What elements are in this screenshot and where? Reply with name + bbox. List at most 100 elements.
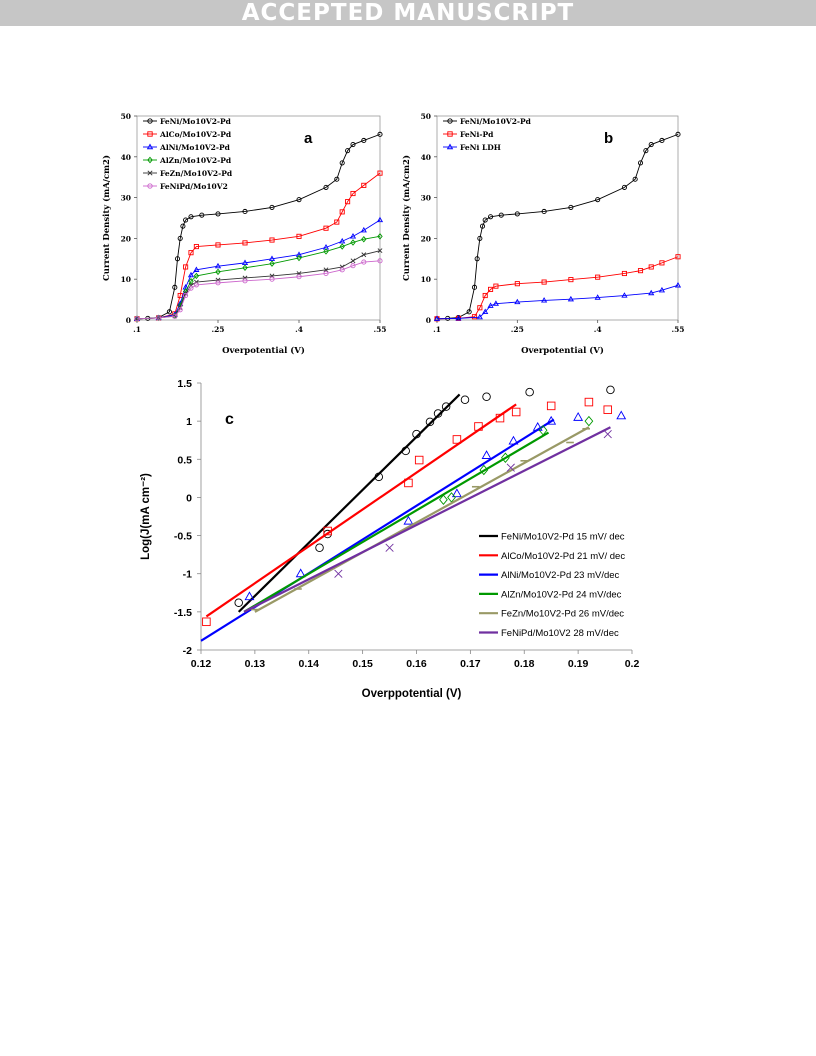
point-a-1-12 (334, 219, 340, 225)
point-c-0-1 (315, 543, 324, 553)
point-b-1-7 (514, 281, 520, 287)
point-a-0-4 (172, 284, 178, 290)
point-a-5-8 (242, 278, 248, 284)
point-a-1-6 (193, 244, 199, 250)
point-c-2-1 (295, 568, 306, 578)
point-b-2-5 (492, 300, 499, 306)
point-b-0-19 (648, 142, 654, 148)
point-a-0-21 (377, 131, 383, 137)
point-b-2-1 (455, 315, 462, 321)
y-tick-label-a-5: 50 (121, 112, 131, 121)
point-a-5-0 (134, 316, 140, 322)
series-line-a-2 (136, 219, 381, 320)
point-a-0-14 (296, 197, 302, 203)
point-c-0-11 (525, 387, 534, 397)
legend-label-c-4: FeZn/Mo10V2-Pd 26 mV/dec (501, 609, 624, 620)
point-b-1-6 (493, 283, 499, 289)
legend-marker-b-2 (446, 143, 454, 150)
point-a-5-4 (183, 292, 189, 299)
x-axis-title-c: Overppotential (V) (362, 688, 462, 700)
point-b-1-4 (482, 292, 488, 299)
legend-marker-a-1 (147, 131, 153, 137)
point-a-4-13 (350, 258, 356, 264)
point-b-0-4 (471, 284, 478, 290)
point-b-1-14 (659, 260, 665, 266)
x-tick-label-b-1: .25 (511, 325, 524, 334)
series-line-a-5 (136, 260, 381, 320)
point-a-0-3 (166, 309, 172, 315)
series-line-a-4 (136, 250, 381, 320)
point-a-5-12 (339, 267, 345, 273)
legend-label-c-1: AlCo/Mo10V2-Pd 21 mV/ dec (501, 551, 625, 562)
point-a-5-1 (156, 315, 162, 321)
point-b-2-10 (621, 292, 628, 298)
point-a-5-6 (193, 282, 199, 288)
x-tick-label-c-2: 0.14 (299, 658, 320, 670)
point-c-2-0 (244, 591, 255, 601)
point-a-3-12 (339, 243, 345, 250)
point-b-1-11 (621, 270, 627, 277)
y-tick-label-c-5: 0.5 (177, 454, 192, 466)
point-c-2-4 (481, 450, 492, 459)
point-b-2-8 (567, 295, 574, 302)
x-tick-label-c-1: 0.13 (245, 658, 266, 670)
fit-line-c-4 (254, 426, 590, 613)
x-axis-title-a: Overpotential (V) (222, 345, 305, 356)
point-a-1-16 (361, 182, 367, 188)
legend-entry-c-1: AlCo/Mo10V2-Pd 21 mV/ dec (479, 551, 625, 562)
point-a-1-13 (339, 209, 345, 215)
point-a-0-9 (188, 214, 194, 220)
point-b-0-18 (643, 148, 649, 154)
point-c-1-3 (414, 455, 424, 465)
point-a-0-5 (174, 256, 181, 262)
point-c-2-3 (451, 488, 462, 498)
x-tick-label-c-7: 0.19 (568, 658, 589, 670)
point-c-0-0 (234, 598, 243, 607)
series-c-5 (243, 426, 612, 613)
point-b-1-2 (471, 314, 478, 320)
point-b-1-10 (595, 274, 601, 280)
y-tick-label-c-4: 0 (186, 492, 192, 504)
point-b-0-7 (479, 223, 486, 229)
point-c-2-8 (573, 412, 584, 421)
legend-label-a-4: FeZn/Mo10V2-Pd (160, 169, 233, 178)
legend-marker-a-5 (147, 183, 153, 189)
legend-entry-c-0: FeNi/Mo10V2-Pd 15 mV/ dec (479, 532, 625, 543)
legend-entry-c-3: AlZn/Mo10V2-Pd 24 mV/dec (479, 589, 622, 600)
point-a-0-13 (269, 204, 275, 210)
point-c-1-4 (452, 435, 462, 444)
series-line-a-0 (136, 133, 381, 320)
y-axis-title-c: Log(J(mA cm⁻²) (140, 473, 152, 560)
y-tick-label-a-0: 0 (126, 316, 131, 325)
x-tick-label-c-3: 0.15 (352, 658, 373, 670)
point-b-0-20 (659, 137, 665, 144)
point-a-3-7 (215, 268, 221, 276)
point-a-5-13 (350, 263, 356, 269)
point-b-0-3 (466, 309, 472, 315)
point-a-1-7 (215, 242, 221, 248)
x-tick-label-c-8: 0.2 (625, 658, 640, 670)
legend-entry-a-2: AlNi/Mo10V2-Pd (143, 143, 231, 152)
point-b-1-9 (568, 277, 574, 283)
point-a-5-9 (269, 276, 275, 282)
legend-entry-b-2: FeNi LDH (443, 143, 501, 152)
point-a-0-18 (345, 148, 351, 154)
point-c-0-12 (606, 385, 615, 395)
legend-entry-a-0: FeNi/Mo10V2-Pd (143, 117, 232, 126)
legend-entry-c-5: FeNiPd/Mo10V2 28 mV/dec (479, 628, 619, 639)
y-tick-label-c-3: -0.5 (174, 531, 192, 543)
legend-entry-a-4: FeZn/Mo10V2-Pd (143, 169, 233, 178)
point-c-1-8 (546, 401, 556, 411)
point-b-1-13 (648, 264, 654, 270)
point-b-2-3 (482, 308, 489, 314)
legend-label-b-0: FeNi/Mo10V2-Pd (460, 117, 532, 126)
point-b-0-15 (621, 184, 627, 190)
point-c-2-9 (616, 410, 627, 420)
series-b-0 (434, 131, 681, 322)
point-a-3-10 (296, 254, 302, 262)
point-b-0-13 (568, 204, 574, 210)
x-tick-label-b-0: .1 (433, 325, 441, 334)
point-a-2-14 (360, 226, 367, 233)
legend-label-c-2: AlNi/Mo10V2-Pd 23 mV/dec (501, 570, 620, 581)
